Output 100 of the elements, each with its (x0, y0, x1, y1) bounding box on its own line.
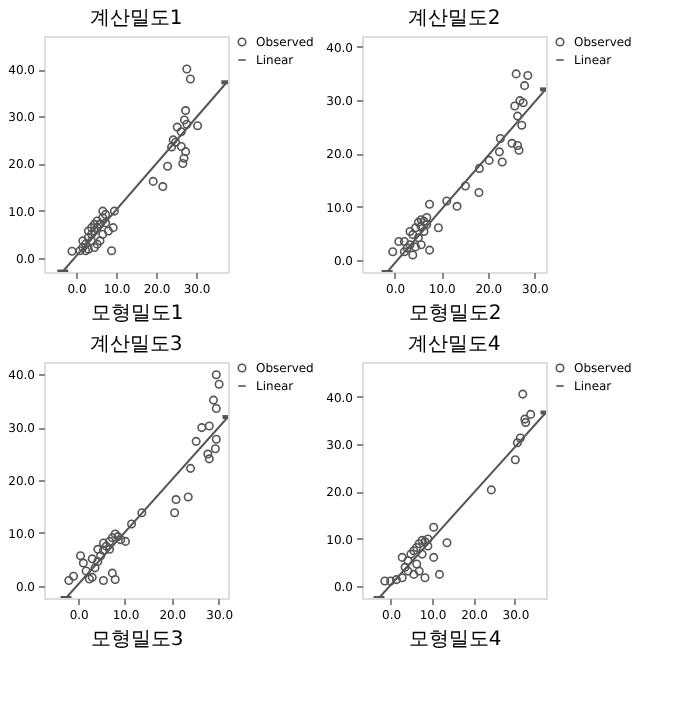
point (210, 444, 220, 454)
point (120, 536, 131, 546)
point (513, 111, 523, 121)
chart-title: 계산밀도4 (407, 334, 501, 356)
x-axis-title: 모형밀도1 (90, 303, 184, 325)
point (510, 101, 520, 111)
point (510, 455, 520, 465)
point (176, 127, 186, 137)
point (208, 395, 219, 405)
x-axis-title: 모형밀도2 (408, 303, 502, 325)
point (103, 226, 113, 236)
point (460, 181, 470, 191)
point (423, 541, 433, 551)
point (186, 463, 196, 473)
point (400, 562, 410, 572)
point (75, 551, 86, 561)
point (511, 69, 521, 79)
point (409, 569, 419, 579)
point (403, 566, 413, 576)
point (107, 568, 117, 578)
point (414, 539, 424, 549)
point (434, 569, 445, 579)
point (412, 559, 422, 569)
point (452, 201, 462, 211)
point (179, 115, 189, 125)
point (433, 223, 443, 233)
point (179, 153, 189, 163)
point (515, 433, 525, 443)
chart-title: 계산밀도3 (89, 334, 183, 356)
point (191, 436, 201, 446)
point (75, 246, 85, 256)
point (211, 404, 221, 414)
point (96, 551, 106, 561)
point (408, 230, 418, 240)
point (211, 370, 221, 380)
point (98, 229, 108, 239)
point (148, 176, 158, 186)
point (425, 199, 435, 209)
point (181, 147, 191, 157)
point (93, 544, 103, 554)
point (137, 508, 147, 518)
point (416, 240, 426, 250)
point (397, 552, 407, 562)
point (182, 119, 192, 129)
point (517, 120, 527, 130)
point (513, 140, 523, 150)
point (495, 133, 505, 144)
point (167, 142, 177, 152)
point (420, 573, 430, 583)
point (520, 81, 530, 91)
point (397, 573, 407, 583)
point (204, 454, 214, 464)
point (417, 549, 427, 559)
point (429, 552, 439, 562)
point (182, 64, 192, 74)
point (158, 182, 168, 192)
point (214, 379, 224, 389)
point (172, 122, 182, 132)
x-axis-title: 모형밀도3 (90, 629, 184, 651)
point (64, 576, 74, 586)
point (442, 196, 452, 206)
point (163, 161, 173, 171)
point (494, 147, 504, 157)
point (203, 449, 213, 459)
point (411, 223, 421, 233)
point (380, 576, 390, 586)
point (171, 495, 181, 505)
point (87, 554, 97, 564)
point (394, 237, 404, 247)
point (193, 121, 203, 131)
point (211, 434, 221, 444)
chart-title: 계산밀도1 (89, 8, 183, 30)
point (429, 522, 439, 532)
point (399, 247, 409, 257)
point (81, 566, 91, 576)
point (413, 233, 423, 243)
point (127, 519, 137, 529)
point (514, 145, 524, 155)
point (109, 206, 119, 216)
point (512, 438, 522, 448)
point (523, 70, 533, 81)
point (386, 576, 396, 586)
point (183, 492, 193, 502)
point (425, 245, 435, 255)
point (414, 566, 424, 576)
point (474, 187, 484, 197)
point (176, 141, 186, 151)
point (98, 576, 108, 586)
point (391, 575, 401, 585)
point (442, 538, 452, 548)
point (197, 423, 207, 433)
point (526, 409, 536, 419)
point (484, 155, 494, 165)
point (204, 421, 214, 431)
point (110, 574, 120, 585)
point (170, 508, 180, 518)
point (405, 226, 415, 236)
point (507, 138, 517, 148)
point (408, 250, 418, 260)
x-axis-title: 모형밀도4 (408, 629, 502, 651)
